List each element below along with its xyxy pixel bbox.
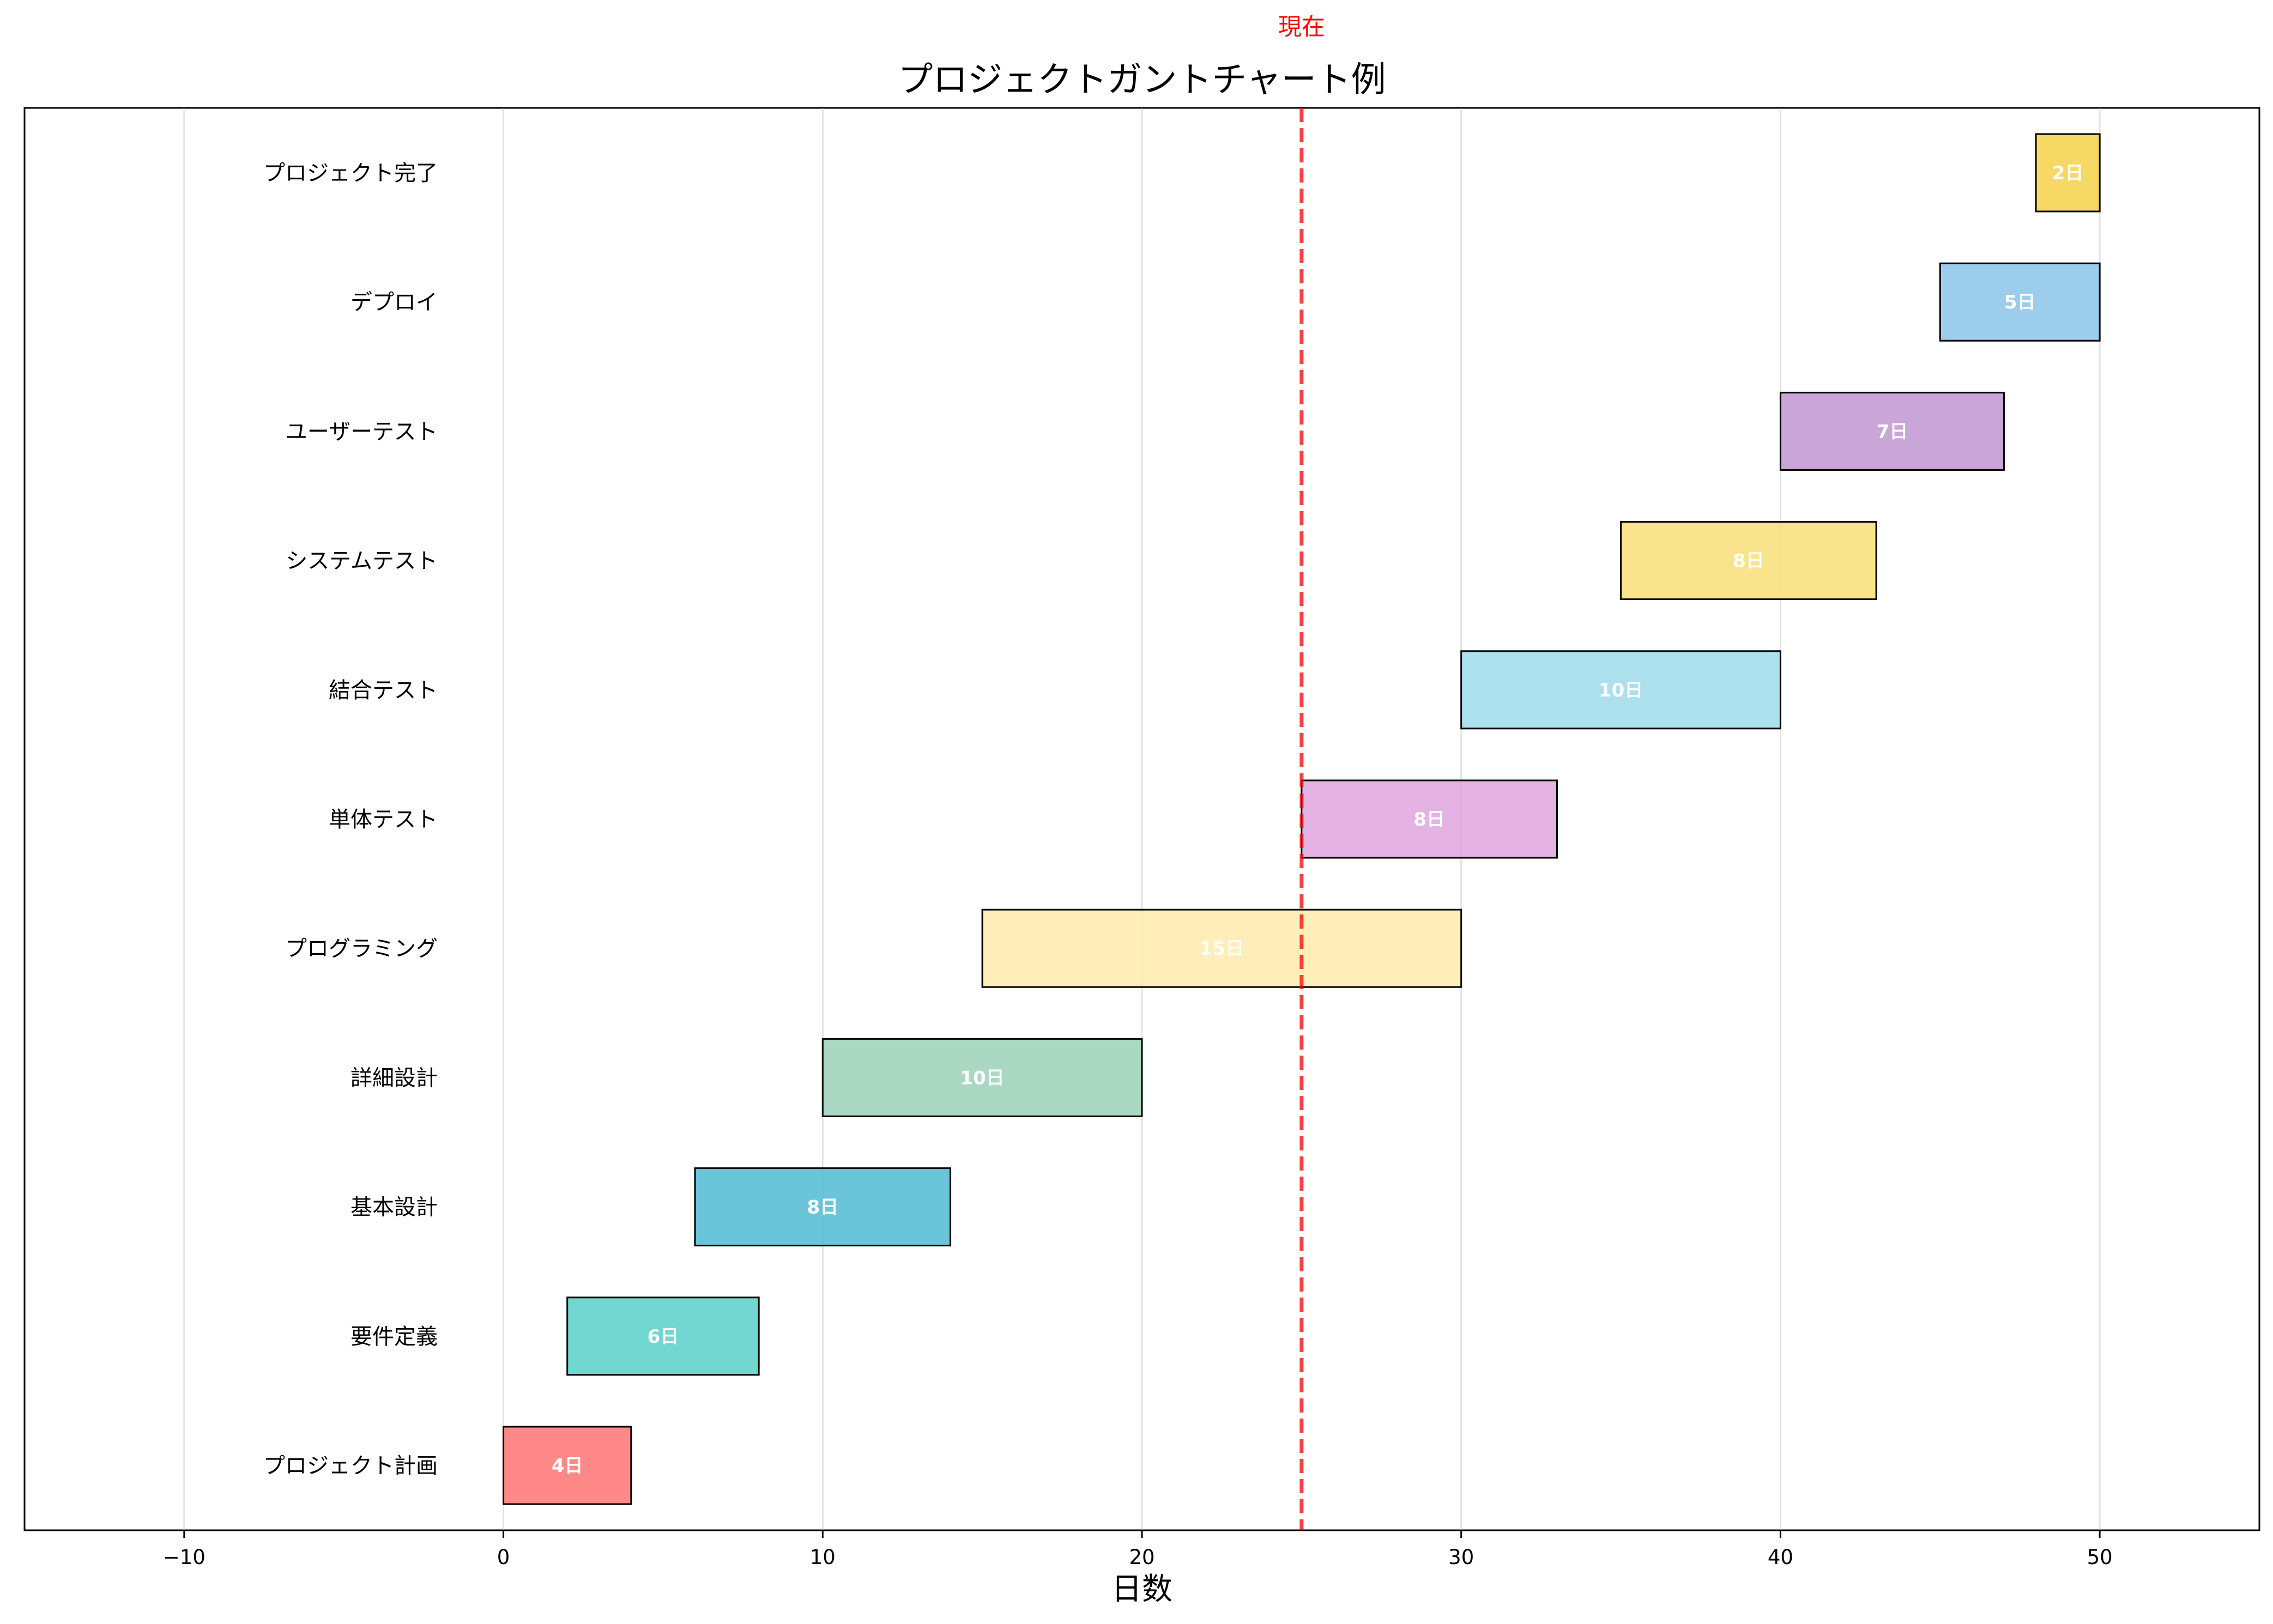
bar-duration-label: 8日 (1413, 809, 1445, 831)
x-tick-label: 20 (1129, 1546, 1154, 1569)
task-name-label: ユーザーテスト (286, 419, 438, 444)
task-name-label: 要件定義 (350, 1324, 438, 1349)
task-labels: プロジェクト計画 要件定義 基本設計 詳細設計 プログラミング 単体テスト 結合テスト システ… (263, 161, 438, 1478)
task-name-label: 単体テスト (329, 807, 438, 832)
bar-duration-label: 8日 (1733, 550, 1764, 572)
bar-duration-label: 8日 (807, 1197, 838, 1219)
bar-duration-label: 7日 (1877, 421, 1908, 443)
task-name-label: 基本設計 (350, 1195, 438, 1220)
bar-duration-label: 5日 (2004, 292, 2036, 313)
x-axis-label: 日数 (1111, 1572, 1172, 1607)
x-tick-label: −10 (163, 1546, 205, 1569)
task-name-label: デプロイ (350, 290, 438, 315)
task-bars: 4日 6日 8日 10日 15日 8日 10日 8日 7日 5日 2日 (503, 133, 2101, 1505)
task-name-label: プログラミング (285, 936, 438, 961)
bar-duration-label: 10日 (1599, 680, 1643, 701)
chart-title: プロジェクトガントチャート例 (898, 60, 1386, 100)
task-bar (694, 1167, 952, 1247)
task-name-label: プロジェクト計画 (263, 1453, 438, 1478)
task-bar (1460, 650, 1781, 730)
x-axis-ticks: −10 0 10 20 30 40 50 (163, 1530, 2113, 1569)
x-tick-label: 10 (810, 1546, 836, 1569)
current-marker: 現在 (1278, 14, 1325, 1530)
x-tick-label: 40 (1768, 1546, 1793, 1569)
task-bar (821, 1038, 1143, 1117)
bar-duration-label: 2日 (2052, 162, 2084, 184)
bar-duration-label: 4日 (552, 1455, 583, 1477)
task-name-label: 結合テスト (329, 678, 438, 703)
bar-duration-label: 6日 (648, 1326, 679, 1348)
task-bar (981, 908, 1462, 988)
task-bar (503, 1426, 632, 1505)
x-tick-label: 0 (497, 1546, 510, 1569)
task-bar (1779, 391, 2005, 471)
task-bar (1939, 262, 2101, 342)
task-bar (1301, 779, 1558, 859)
task-name-label: プロジェクト完了 (263, 161, 438, 186)
bar-duration-label: 15日 (1200, 938, 1244, 960)
task-bar (1620, 521, 1877, 601)
x-tick-label: 50 (2087, 1546, 2113, 1569)
bar-duration-label: 10日 (960, 1067, 1004, 1089)
current-marker-label: 現在 (1278, 14, 1325, 41)
task-bar (566, 1296, 760, 1376)
task-bar (2035, 133, 2101, 213)
x-tick-label: 30 (1448, 1546, 1474, 1569)
task-name-label: システムテスト (286, 549, 438, 574)
task-name-label: 詳細設計 (350, 1065, 438, 1090)
